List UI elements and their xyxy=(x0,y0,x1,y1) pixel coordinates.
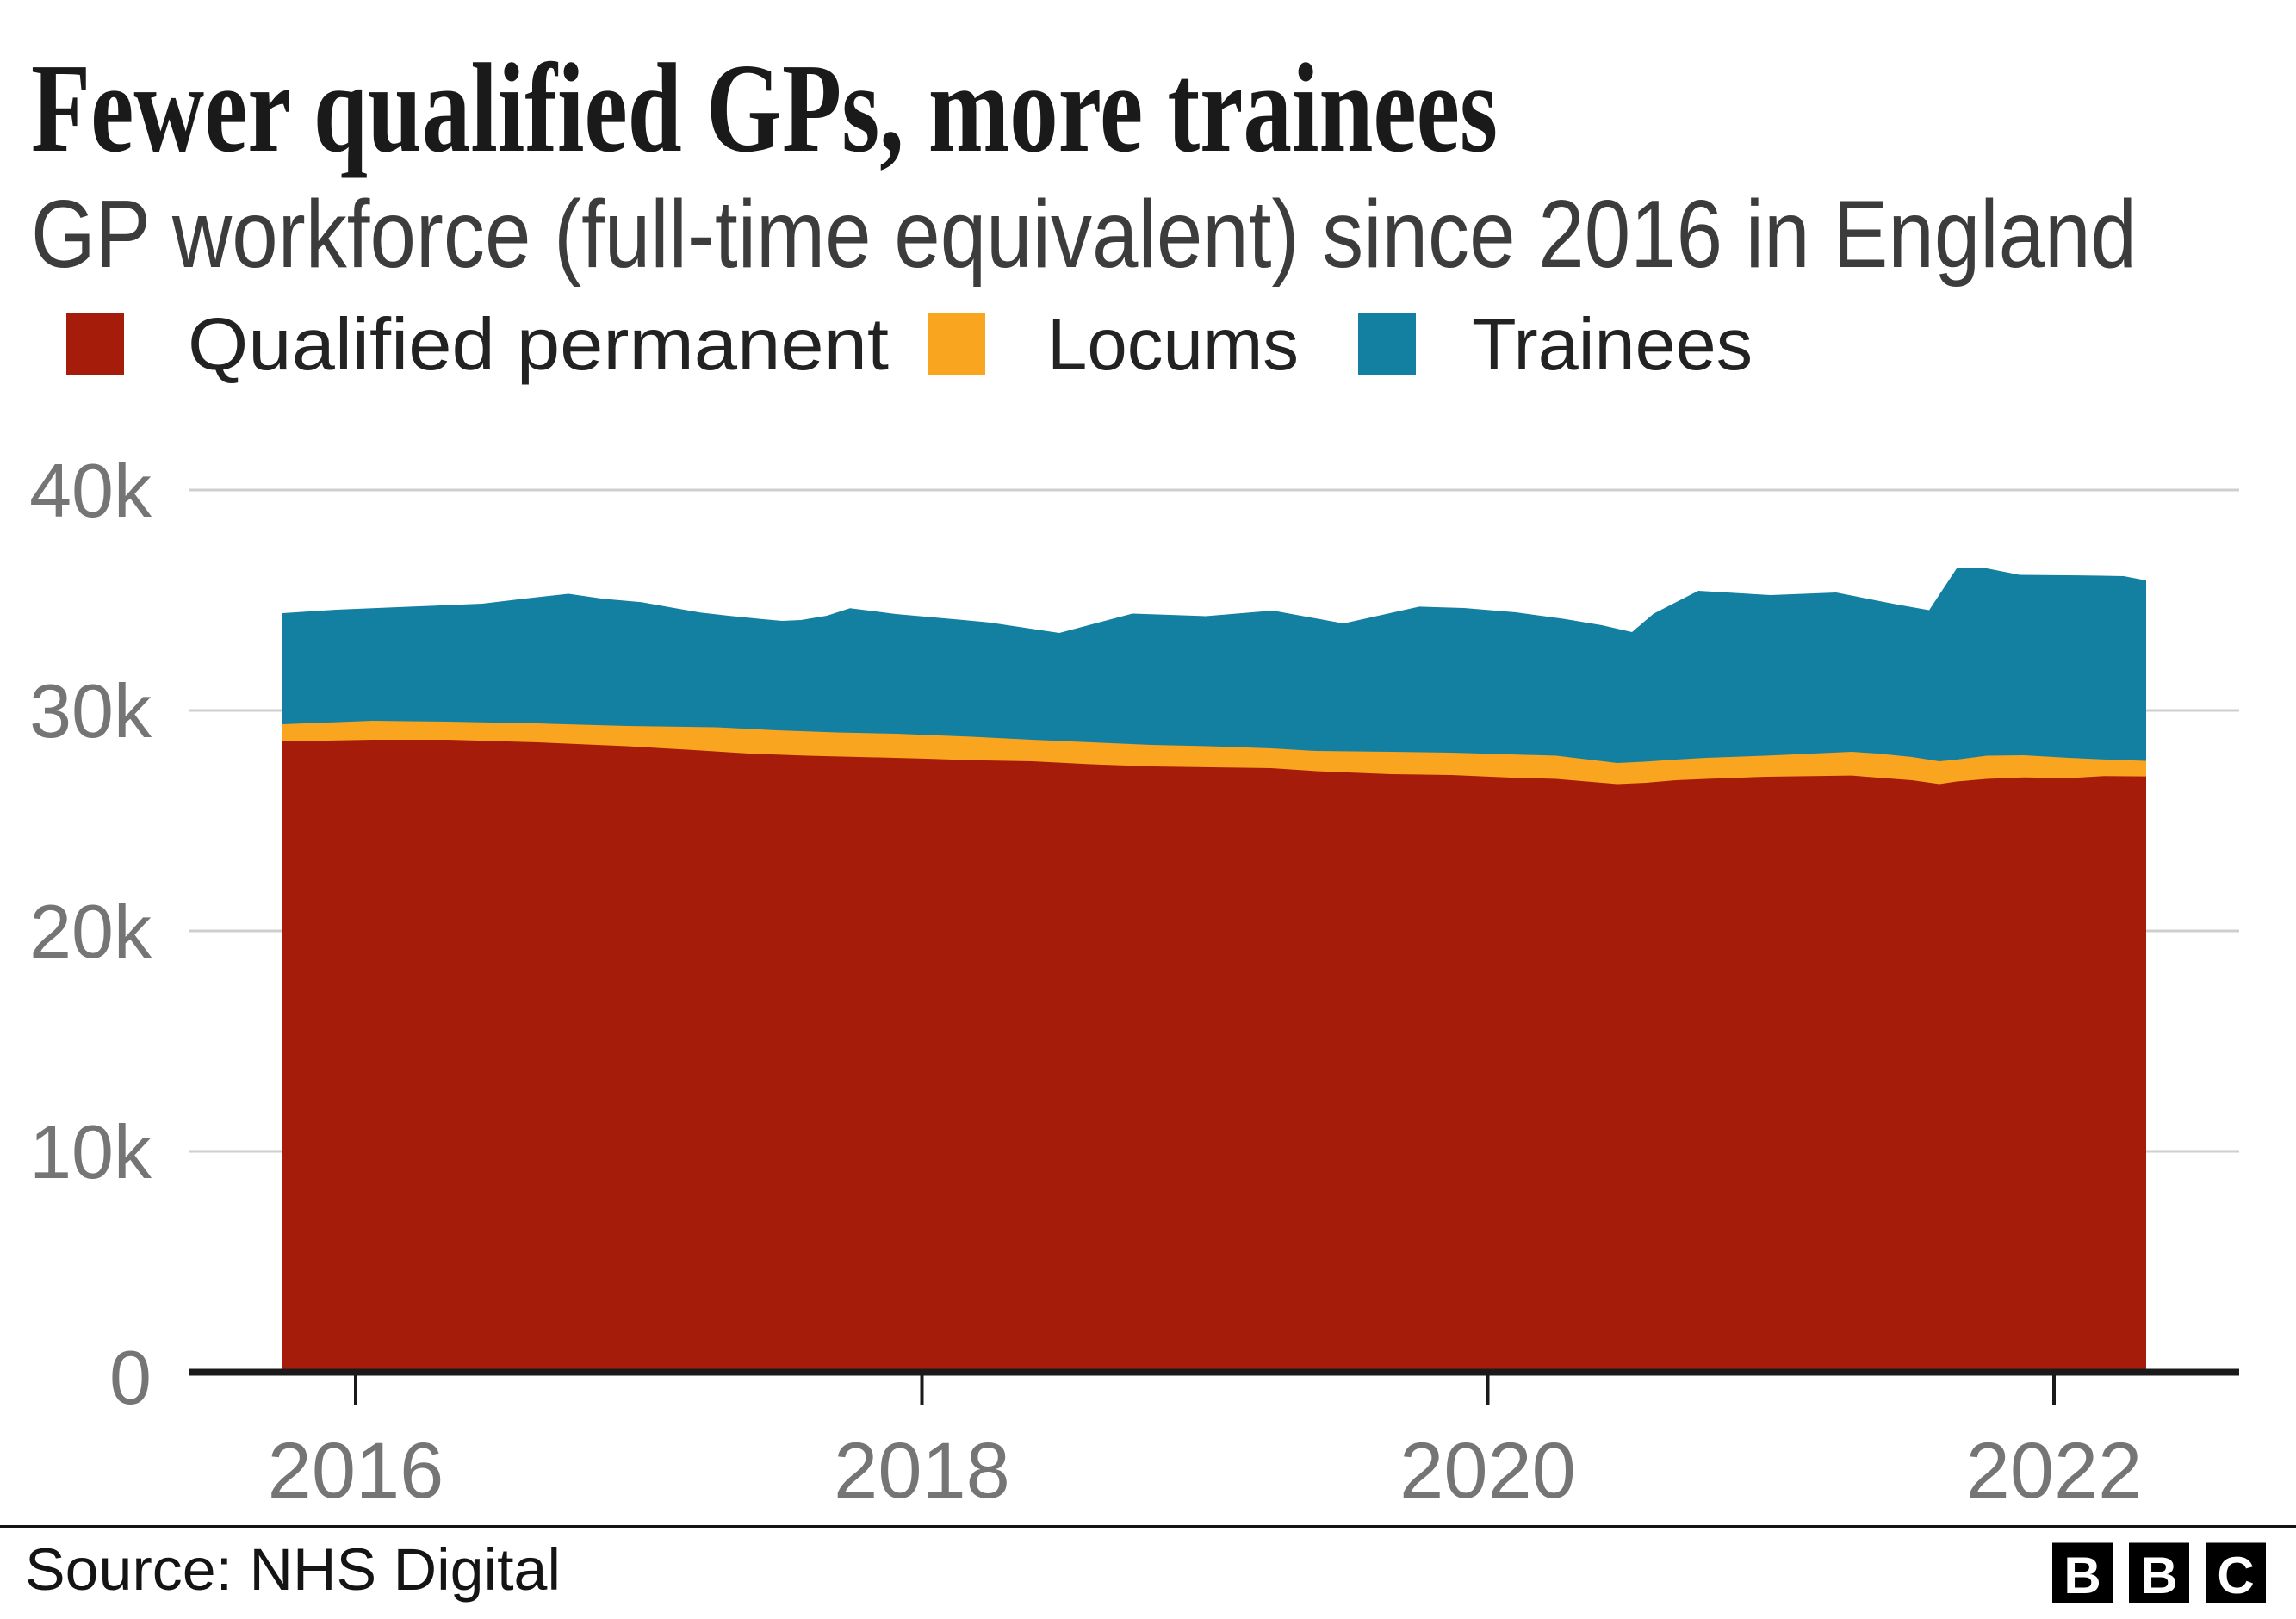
svg-text:Source: NHS Digital: Source: NHS Digital xyxy=(25,1536,561,1603)
svg-text:Locums: Locums xyxy=(1047,304,1299,386)
svg-text:10k: 10k xyxy=(29,1109,152,1194)
svg-text:B: B xyxy=(2140,1547,2177,1604)
svg-text:2018: 2018 xyxy=(834,1427,1010,1515)
svg-text:2020: 2020 xyxy=(1399,1427,1576,1515)
svg-text:Fewer qualified GPs, more trai: Fewer qualified GPs, more trainees xyxy=(31,38,1498,179)
svg-text:20k: 20k xyxy=(29,889,152,974)
svg-text:2016: 2016 xyxy=(268,1427,444,1515)
svg-text:40k: 40k xyxy=(29,448,152,533)
svg-text:C: C xyxy=(2217,1547,2254,1604)
svg-text:0: 0 xyxy=(109,1335,152,1420)
svg-text:B: B xyxy=(2063,1547,2101,1604)
svg-text:GP workforce (full-time equiva: GP workforce (full-time equivalent) sinc… xyxy=(31,181,2137,288)
svg-text:2022: 2022 xyxy=(1966,1427,2143,1515)
svg-text:30k: 30k xyxy=(29,668,152,754)
svg-text:Trainees: Trainees xyxy=(1472,304,1753,386)
svg-text:Qualified permanent: Qualified permanent xyxy=(188,304,889,386)
